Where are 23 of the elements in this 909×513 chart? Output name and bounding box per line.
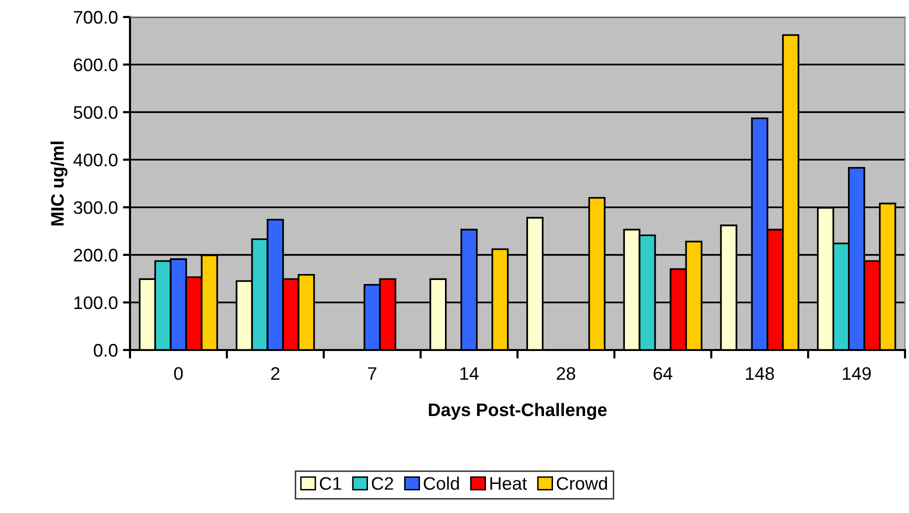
x-tick-label: 14: [460, 367, 479, 380]
x-tick-label: 0: [174, 367, 183, 380]
legend-label: Crowd: [556, 476, 607, 490]
x-tick-label: 148: [746, 367, 774, 380]
legend-label: C1: [320, 477, 342, 490]
x-tick-label: 28: [556, 367, 576, 380]
y-tick-label: 0.0: [94, 344, 118, 357]
x-tick-label: 7: [368, 367, 376, 380]
y-tick-label: 600.0: [74, 58, 118, 72]
y-tick-label: 300.0: [74, 201, 118, 214]
y-axis-title: MIC ug/ml: [50, 142, 68, 226]
legend-label: C2: [372, 477, 394, 490]
x-tick-label: 2: [271, 367, 280, 380]
legend-label: Cold: [424, 476, 459, 490]
x-tick-label: 64: [654, 367, 672, 380]
legend-label: Heat: [490, 477, 527, 490]
y-tick-label: 200.0: [74, 248, 118, 262]
x-axis-title: Days Post-Challenge: [428, 402, 607, 420]
y-tick-label: 100.0: [74, 296, 118, 310]
y-tick-label: 500.0: [74, 106, 118, 119]
y-tick-label: 400.0: [73, 154, 118, 166]
y-tick-label: 700.0: [74, 10, 118, 24]
x-tick-label: 149: [842, 367, 871, 380]
